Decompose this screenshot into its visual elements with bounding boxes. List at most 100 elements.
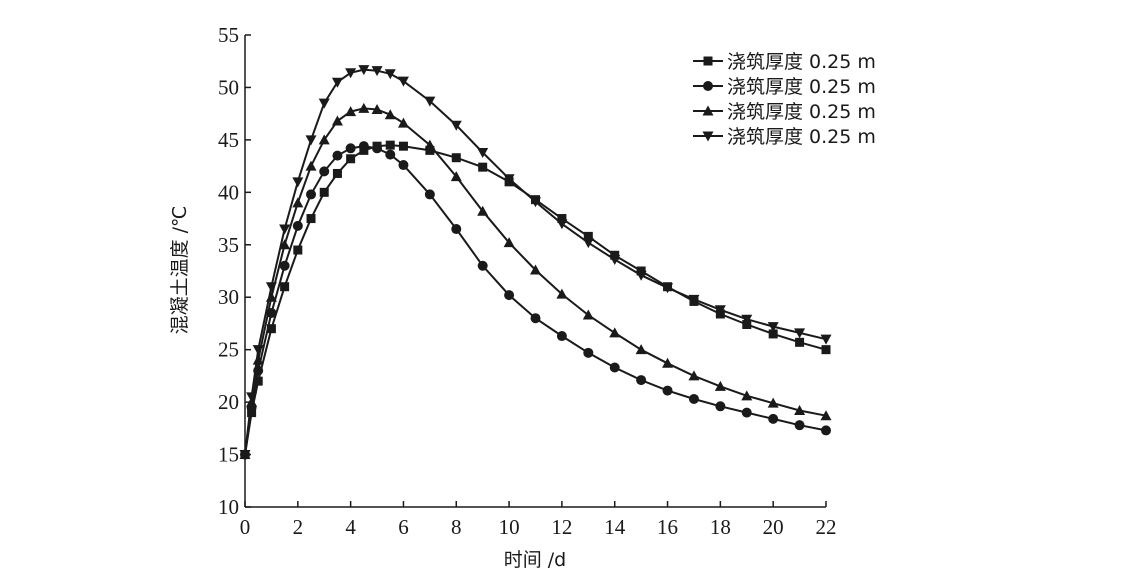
series-1-point [306, 214, 316, 224]
series-1-point [346, 154, 356, 164]
series-4-point [252, 345, 264, 356]
y-tick-label: 25 [218, 338, 239, 362]
series-3-point [556, 288, 568, 299]
series-3-point [767, 397, 779, 408]
series-3-point [318, 134, 330, 145]
series-3-point [688, 370, 700, 381]
x-tick-label: 20 [763, 515, 784, 539]
x-tick-label: 14 [604, 515, 626, 539]
x-tick-label: 18 [710, 515, 731, 539]
series-3-point [530, 264, 541, 275]
series-1-point [768, 329, 778, 339]
series-2-point [477, 260, 488, 271]
series-4-point [530, 197, 541, 208]
series-3-point [358, 102, 370, 113]
y-ticks: 10 15 20 25 30 35 40 45 50 55 [218, 23, 251, 519]
x-tick-label: 16 [657, 515, 678, 539]
x-tick-label: 22 [816, 515, 837, 539]
x-tick-label: 6 [398, 515, 409, 539]
series-4-point [477, 147, 489, 158]
legend-label-3: 浇筑厚度 0.25 m [727, 101, 876, 123]
series-2-point [504, 290, 515, 301]
series-3-point [635, 344, 647, 355]
series-3-point [714, 380, 726, 391]
series-2-point [385, 149, 396, 160]
series-1-point [821, 345, 831, 355]
series-2-point [821, 425, 831, 436]
series-3-point [384, 109, 396, 120]
series-3-point [265, 291, 277, 302]
series-3-point [305, 160, 317, 171]
series-3-point [582, 309, 594, 320]
series-2-point [451, 224, 462, 235]
series-1-point [253, 376, 263, 386]
series-4-point [635, 270, 647, 281]
series-3-point [503, 237, 515, 248]
series-2-point [715, 401, 726, 412]
y-tick-label: 20 [218, 390, 239, 414]
series-2-point [424, 189, 435, 200]
y-tick-label: 30 [218, 285, 239, 309]
legend-marker-3 [702, 105, 714, 116]
series-2-point [609, 362, 620, 373]
series-1-point [795, 337, 805, 347]
series-2-point [279, 260, 290, 271]
series-4-point [384, 69, 396, 80]
series-3-point [252, 354, 264, 365]
series-1-point [385, 140, 395, 150]
series-3-point [345, 106, 357, 117]
legend-marker-1 [703, 56, 713, 66]
series-3-point [609, 327, 621, 338]
series-2-point [768, 413, 779, 424]
series-3-point [662, 357, 674, 368]
series-4-point [688, 294, 700, 305]
series-2-point [794, 420, 805, 431]
series-4-point [609, 254, 621, 265]
series-1-point [319, 187, 329, 197]
y-tick-label: 15 [218, 443, 239, 467]
series-3-point [292, 197, 304, 208]
series-3-point [794, 405, 806, 416]
series-4-point [582, 238, 594, 249]
series-4-point [279, 224, 291, 235]
series-3-point [820, 410, 832, 421]
y-tick-label: 50 [218, 75, 239, 99]
series-4-point [265, 282, 277, 293]
series-2-point [358, 141, 369, 152]
legend-label-1: 浇筑厚度 0.25 m [727, 51, 876, 73]
x-tick-label: 8 [451, 515, 462, 539]
series-2-point [292, 220, 303, 231]
series-1-point [451, 153, 461, 163]
series-3-point [450, 171, 462, 182]
series-4-point [397, 76, 409, 87]
legend-label-4: 浇筑厚度 0.25 m [727, 126, 876, 148]
series-3-point [331, 115, 343, 126]
series-2-point [345, 143, 356, 154]
series-3-point [741, 390, 753, 401]
x-tick-label: 0 [240, 515, 251, 539]
plot-markers [239, 65, 832, 461]
x-tick-label: 12 [551, 515, 572, 539]
series-2-point [306, 189, 317, 200]
series-2-point [319, 166, 330, 177]
series-4-point [662, 283, 674, 294]
series-2-point [662, 385, 673, 396]
series-1-point [478, 162, 488, 172]
series-2-point [372, 143, 383, 154]
series-2-point [636, 375, 647, 386]
series-2-point [253, 365, 264, 376]
series-4-point [794, 328, 806, 339]
series-4-point [246, 392, 258, 403]
legend-marker-4 [702, 131, 714, 142]
axes [244, 35, 826, 508]
series-3-point [424, 139, 436, 150]
series-2-point [688, 393, 699, 404]
legend-label-2: 浇筑厚度 0.25 m [727, 76, 876, 98]
series-1-point [398, 141, 408, 151]
series-4-point [767, 322, 779, 333]
x-tick-label: 10 [499, 515, 520, 539]
series-4-point [741, 314, 753, 325]
series-3-point [279, 239, 291, 250]
y-tick-label: 40 [218, 180, 239, 204]
